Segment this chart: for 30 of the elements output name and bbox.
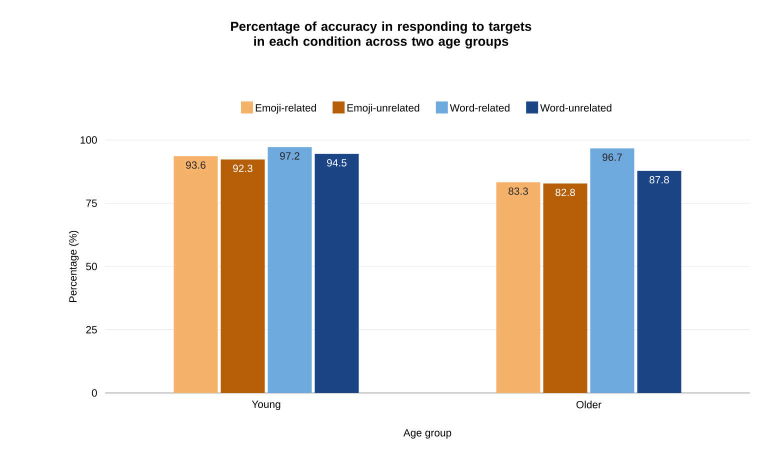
bar [268,147,312,393]
data-label: 92.3 [233,164,252,172]
bar [637,170,682,393]
y-tick-label: 100 [80,136,97,144]
data-label: 94.5 [327,159,346,167]
bar [590,148,634,393]
bar [543,184,588,393]
data-label: 82.8 [556,188,575,196]
bar [174,156,218,393]
data-label: 97.2 [280,152,300,160]
y-tick-label: 50 [86,262,97,270]
y-tick-label: 25 [86,326,97,334]
y-tick-label: 0 [92,389,97,397]
data-label: 87.8 [650,176,669,184]
bar [314,154,359,393]
bar [220,159,265,393]
legend-label: Emoji-unrelated [347,104,420,114]
y-tick-label: 75 [86,200,97,207]
legend-label: Emoji-related [256,104,316,114]
bar [496,182,540,393]
data-label: 83.3 [508,187,528,195]
x-tick-label: Young [252,400,280,410]
data-label: 93.6 [186,161,206,169]
x-axis-title: Age group [403,429,452,439]
data-label: 96.7 [602,154,622,161]
chart-title: Percentage of accuracy in responding to targets in each condition across two age groups [231,21,532,49]
legend-label: Word-related [450,104,510,112]
x-tick-label: Older [576,400,602,408]
legend-label: Word-unrelated [540,104,612,112]
y-axis-title: Percentage (%) [68,230,79,302]
